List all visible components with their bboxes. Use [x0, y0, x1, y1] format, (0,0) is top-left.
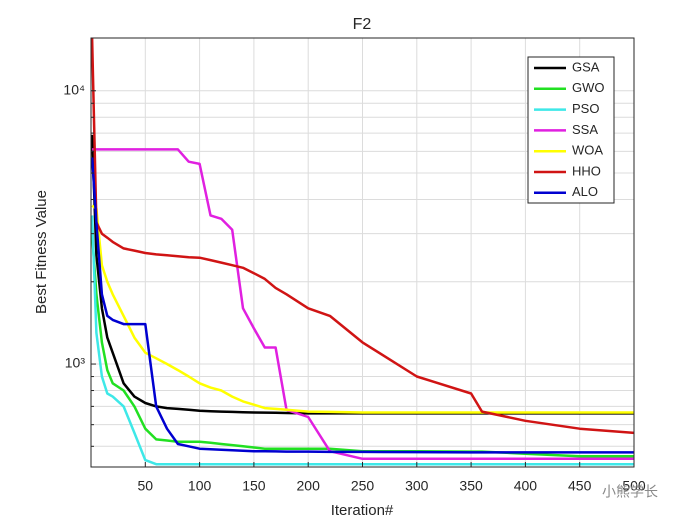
series-line: [90, 37, 635, 435]
legend-label: WOA: [572, 143, 603, 158]
series-line: [92, 148, 634, 461]
x-tick-label: 400: [514, 478, 538, 494]
legend-label: PSO: [572, 101, 599, 116]
x-axis-label: Iteration#: [331, 502, 394, 519]
watermark: 小熊学长: [602, 484, 658, 500]
series-line: [91, 204, 634, 414]
legend-label: HHO: [572, 163, 601, 178]
y-tick-label: 10³: [65, 355, 86, 371]
chart-title: F2: [353, 16, 372, 33]
legend: GSA GWO PSO SSA WOA HHO ALO: [527, 56, 615, 204]
series-line: [90, 157, 634, 454]
legend-label: GSA: [572, 59, 600, 74]
x-tick-label: 350: [459, 478, 483, 494]
x-tick-label: 200: [297, 478, 321, 494]
x-tick-label: 450: [568, 478, 592, 494]
x-tick-label: 250: [351, 478, 375, 494]
x-tick-label: 300: [405, 478, 429, 494]
x-tick-label: 150: [242, 478, 266, 494]
legend-label: ALO: [572, 184, 598, 199]
series-line: [90, 215, 634, 466]
x-tick-label: 500: [622, 478, 646, 494]
x-tick-label: 100: [188, 478, 212, 494]
y-axis-label: Best Fitness Value: [33, 190, 50, 314]
legend-label: GWO: [572, 80, 605, 95]
legend-label: SSA: [572, 122, 598, 137]
x-tick-label: 50: [138, 478, 154, 494]
y-tick-label: 10⁴: [63, 81, 85, 97]
ticks: 50 100 150 200 250 300 350 400 450 500 10³ 10⁴: [63, 81, 645, 493]
lines: [90, 37, 635, 466]
